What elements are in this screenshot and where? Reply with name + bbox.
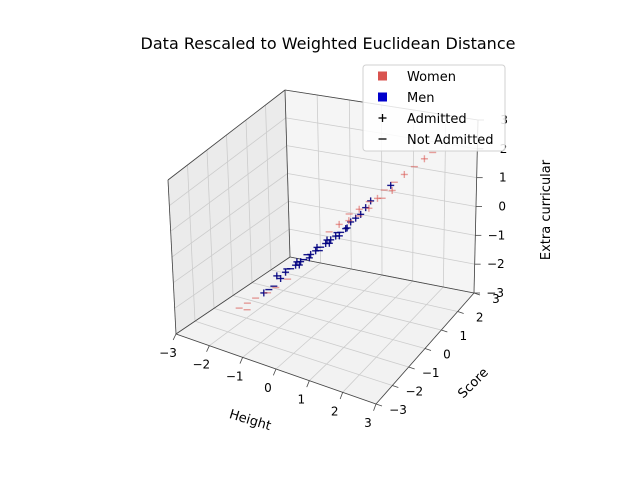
legend-label: Not Admitted xyxy=(407,133,494,148)
point-admitted xyxy=(365,204,373,212)
legend: Women Men Admitted Not Admitted xyxy=(362,64,506,152)
gridline-left-z xyxy=(169,117,287,206)
y-tick-label: 0 xyxy=(443,348,451,362)
y-axis-label: Score xyxy=(455,365,491,401)
z-tick-label: −1 xyxy=(488,228,506,242)
point-admitted xyxy=(420,155,428,163)
legend-label: Admitted xyxy=(407,112,467,127)
z-axis-label: Extra curricular xyxy=(539,159,554,260)
x-tick-label: 2 xyxy=(331,404,339,418)
z-tick-label: −2 xyxy=(487,257,505,271)
legend-marker xyxy=(378,114,387,122)
y-tick-mark xyxy=(441,329,448,333)
left-pane xyxy=(168,90,290,334)
y-tick-mark xyxy=(408,366,415,370)
x-tick-label: 0 xyxy=(264,381,272,395)
legend-marker xyxy=(378,71,387,81)
x-axis-label: Height xyxy=(227,407,272,434)
left-front-edge xyxy=(167,179,177,335)
y-tick-label: −2 xyxy=(405,385,423,399)
point-admitted xyxy=(388,186,396,194)
y-tick-mark xyxy=(424,348,432,351)
y-tick-label: 1 xyxy=(460,329,468,343)
legend-item-admitted: Admitted xyxy=(378,112,467,127)
point-admitted xyxy=(273,272,281,280)
x-tick-mark xyxy=(339,392,344,400)
chart-title: Data Rescaled to Weighted Euclidean Dist… xyxy=(141,34,516,53)
legend-marker xyxy=(378,92,387,102)
point-admitted xyxy=(282,268,290,276)
y-tick-mark xyxy=(375,403,383,407)
y-tick-mark xyxy=(392,385,399,388)
floor-back-edge xyxy=(289,256,475,294)
point-admitted xyxy=(367,197,375,205)
back-left-edge xyxy=(284,89,291,258)
x-tick-mark xyxy=(373,403,377,411)
point-admitted xyxy=(325,239,333,247)
gridline-floor-y xyxy=(270,269,458,312)
legend-box xyxy=(362,64,506,152)
point-admitted xyxy=(400,170,408,178)
legend-item-men: Men xyxy=(378,91,434,106)
point-admitted xyxy=(277,274,285,282)
z-tick-label: 0 xyxy=(498,200,506,214)
point-admitted xyxy=(313,243,321,251)
legend-label: Men xyxy=(407,91,434,106)
x-tick-mark xyxy=(306,380,310,388)
x-tick-mark xyxy=(272,368,277,376)
x-tick-mark xyxy=(172,333,177,341)
x-tick-mark xyxy=(239,357,244,364)
x-tick-label: −2 xyxy=(192,358,210,372)
point-admitted xyxy=(387,181,395,189)
y-tick-label: 3 xyxy=(492,292,500,306)
point-admitted xyxy=(355,205,363,213)
x-tick-label: 1 xyxy=(298,393,306,407)
floor-left-edge xyxy=(175,256,291,335)
point-admitted xyxy=(305,254,313,262)
z-tick-label: 1 xyxy=(499,171,507,185)
series-women xyxy=(235,151,437,311)
point-admitted xyxy=(345,217,353,225)
x-tick-label: −1 xyxy=(226,369,244,383)
legend-item-women: Women xyxy=(378,70,456,85)
data-points xyxy=(235,151,437,311)
z-tick-label: −3 xyxy=(486,286,504,300)
point-admitted xyxy=(343,224,351,232)
y-tick-mark xyxy=(457,311,464,314)
point-admitted xyxy=(295,261,303,269)
y-tick-label: 2 xyxy=(476,311,484,325)
y-tick-label: −1 xyxy=(422,366,440,380)
point-admitted xyxy=(335,232,343,240)
legend-item-not-admitted: Not Admitted xyxy=(378,133,494,148)
top-left-edge xyxy=(167,89,286,181)
legend-label: Women xyxy=(407,70,456,85)
x-tick-label: 3 xyxy=(364,416,372,430)
point-admitted xyxy=(357,210,365,218)
y-tick-label: −3 xyxy=(389,403,407,417)
x-tick-label: −3 xyxy=(159,346,177,360)
point-admitted xyxy=(335,220,343,228)
x-tick-mark xyxy=(206,345,210,352)
